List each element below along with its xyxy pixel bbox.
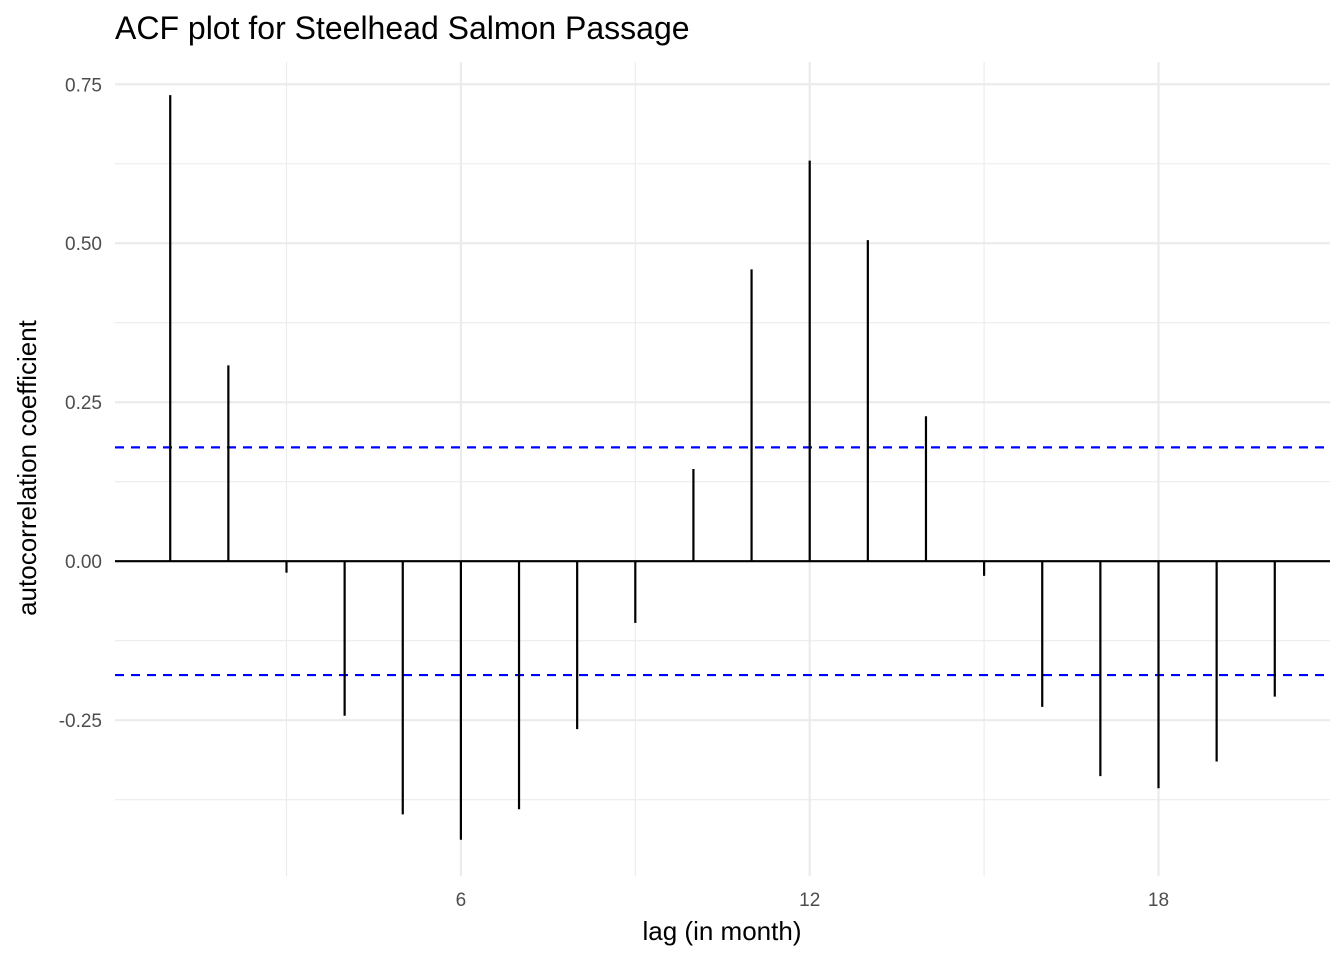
y-tick-label: -0.25 [59,711,102,732]
x-axis-label: lag (in month) [643,916,802,946]
y-tick-labels: 0.75 0.50 0.25 0.00 -0.25 [59,75,102,732]
acf-bars [169,95,1276,840]
y-tick-label: 0.00 [65,552,102,573]
x-tick-labels: 6 12 18 [456,890,1169,911]
y-tick-label: 0.50 [65,234,102,255]
x-tick-label: 18 [1148,890,1169,911]
major-grid [115,62,1330,876]
y-axis-label: autocorrelation coefficient [12,319,42,616]
chart-title: ACF plot for Steelhead Salmon Passage [115,10,690,46]
x-tick-label: 6 [456,890,467,911]
significance-bounds [115,446,1330,677]
x-tick-label: 12 [799,890,820,911]
y-tick-label: 0.75 [65,75,102,96]
y-tick-label: 0.25 [65,393,102,414]
minor-grid [115,62,1330,876]
